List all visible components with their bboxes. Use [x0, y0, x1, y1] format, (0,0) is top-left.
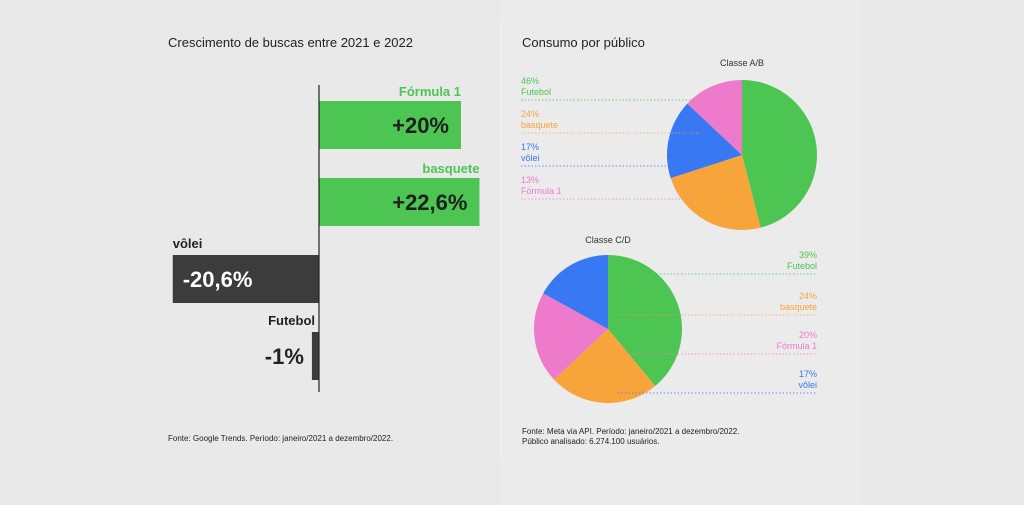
pie-1-value-label-1: 24%	[521, 109, 539, 119]
pie-1-slice-1	[670, 155, 761, 230]
bar-value-label-1: +22,6%	[392, 190, 467, 215]
pie-1-category-label-1: basquete	[521, 120, 558, 130]
bar-category-label-3: Futebol	[268, 313, 315, 328]
pie-2-category-label-2: Fórmula 1	[776, 341, 817, 351]
left-chart-title: Crescimento de buscas entre 2021 e 2022	[168, 35, 413, 50]
bar-value-label-0: +20%	[392, 113, 449, 138]
pie-2-slice-1	[554, 329, 656, 403]
pie-1-value-label-2: 17%	[521, 142, 539, 152]
bar-0	[319, 101, 461, 149]
pie-2-value-label-2: 20%	[799, 330, 817, 340]
bar-category-label-1: basquete	[422, 161, 479, 176]
pie-1-category-label-2: vôlei	[521, 153, 540, 163]
pie-1-value-label-3: 13%	[521, 175, 539, 185]
pie-2-value-label-3: 17%	[799, 369, 817, 379]
pie-2-value-label-1: 24%	[799, 291, 817, 301]
right-source-note-line1: Fonte: Meta via API. Período: janeiro/20…	[522, 427, 740, 436]
bar-category-label-2: vôlei	[173, 236, 203, 251]
pie-title-1: Classe A/B	[720, 58, 764, 68]
pie-2-slice-2	[534, 293, 608, 380]
pie-2-category-label-1: basquete	[780, 302, 817, 312]
bar-1	[319, 178, 480, 226]
left-source-note: Fonte: Google Trends. Período: janeiro/2…	[168, 434, 394, 443]
pie-1-category-label-3: Fórmula 1	[521, 186, 562, 196]
pie-1-category-label-0: Futebol	[521, 87, 551, 97]
bar-2	[172, 255, 319, 303]
pie-2-category-label-0: Futebol	[787, 261, 817, 271]
pie-2-slice-0	[608, 255, 682, 387]
pie-2-slice-3	[543, 254, 608, 329]
bar-value-label-2: -20,6%	[183, 267, 253, 292]
bar-category-label-0: Fórmula 1	[399, 84, 461, 99]
pie-2-value-label-0: 39%	[799, 250, 817, 260]
right-chart-title: Consumo por público	[522, 35, 645, 50]
pie-1-slice-0	[742, 80, 817, 228]
right-panel-background	[501, 0, 861, 505]
pie-title-2: Classe C/D	[585, 235, 631, 245]
pie-1-slice-3	[687, 80, 742, 155]
right-source-note-line2: Público analisado: 6.274.100 usuários.	[522, 437, 660, 446]
pie-2-category-label-3: vôlei	[798, 380, 817, 390]
pie-1-value-label-0: 46%	[521, 76, 539, 86]
pie-1-slice-2	[667, 103, 742, 179]
bar-value-label-3: -1%	[265, 344, 304, 369]
panel-divider	[500, 20, 501, 460]
bar-3	[311, 332, 319, 380]
